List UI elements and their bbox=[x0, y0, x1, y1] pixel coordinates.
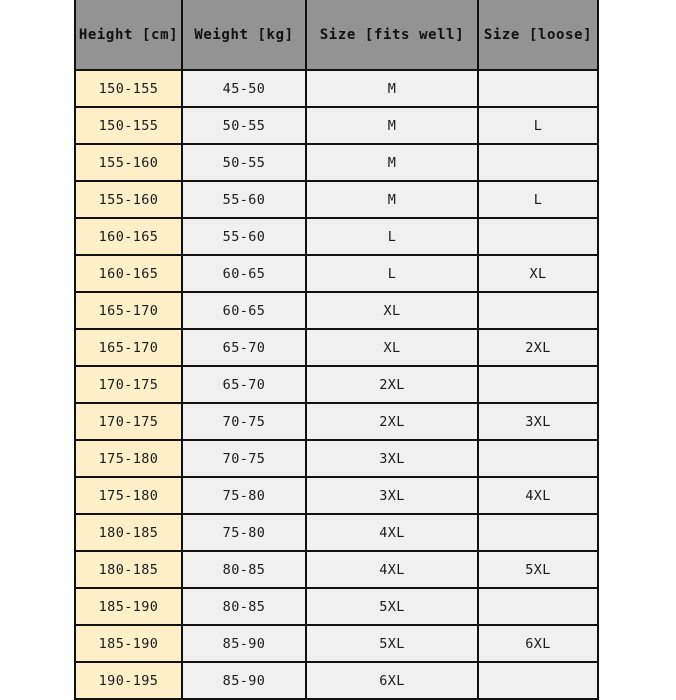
cell-loose: XL bbox=[478, 255, 598, 293]
cell-weight: 75-80 bbox=[182, 514, 307, 552]
cell-fits_well: XL bbox=[306, 329, 479, 367]
cell-height: 175-180 bbox=[75, 440, 183, 478]
column-header-loose: Size [loose] bbox=[478, 0, 598, 71]
cell-loose bbox=[478, 292, 598, 330]
header-row: Height [cm] Weight [kg] Size [fits well]… bbox=[75, 0, 598, 71]
table-row: 155-160 50-55 M bbox=[75, 144, 598, 182]
column-header-weight: Weight [kg] bbox=[182, 0, 307, 71]
table-row: 160-165 55-60 L bbox=[75, 218, 598, 256]
cell-height: 190-195 bbox=[75, 662, 183, 700]
cell-fits_well: M bbox=[306, 107, 479, 145]
cell-weight: 80-85 bbox=[182, 588, 307, 626]
cell-weight: 50-55 bbox=[182, 107, 307, 145]
size-chart-container: Height [cm] Weight [kg] Size [fits well]… bbox=[74, 0, 599, 700]
cell-fits_well: 3XL bbox=[306, 440, 479, 478]
table-row: 180-185 80-85 4XL 5XL bbox=[75, 551, 598, 589]
table-row: 165-170 60-65 XL bbox=[75, 292, 598, 330]
size-chart-table: Height [cm] Weight [kg] Size [fits well]… bbox=[74, 0, 599, 700]
cell-height: 185-190 bbox=[75, 588, 183, 626]
cell-fits_well: L bbox=[306, 255, 479, 293]
cell-fits_well: 4XL bbox=[306, 551, 479, 589]
table-row: 150-155 50-55 M L bbox=[75, 107, 598, 145]
table-row: 170-175 65-70 2XL bbox=[75, 366, 598, 404]
column-header-fits-well: Size [fits well] bbox=[306, 0, 479, 71]
table-header: Height [cm] Weight [kg] Size [fits well]… bbox=[75, 0, 598, 71]
table-row: 150-155 45-50 M bbox=[75, 70, 598, 108]
cell-fits_well: 5XL bbox=[306, 625, 479, 663]
cell-weight: 50-55 bbox=[182, 144, 307, 182]
cell-weight: 70-75 bbox=[182, 403, 307, 441]
cell-height: 180-185 bbox=[75, 514, 183, 552]
cell-height: 175-180 bbox=[75, 477, 183, 515]
table-row: 180-185 75-80 4XL bbox=[75, 514, 598, 552]
cell-weight: 65-70 bbox=[182, 366, 307, 404]
cell-weight: 45-50 bbox=[182, 70, 307, 108]
cell-weight: 55-60 bbox=[182, 181, 307, 219]
cell-weight: 75-80 bbox=[182, 477, 307, 515]
cell-weight: 65-70 bbox=[182, 329, 307, 367]
cell-height: 160-165 bbox=[75, 218, 183, 256]
column-header-height: Height [cm] bbox=[75, 0, 183, 71]
cell-height: 170-175 bbox=[75, 403, 183, 441]
cell-loose bbox=[478, 588, 598, 626]
cell-fits_well: XL bbox=[306, 292, 479, 330]
cell-loose: 4XL bbox=[478, 477, 598, 515]
cell-fits_well: 6XL bbox=[306, 662, 479, 700]
cell-fits_well: 2XL bbox=[306, 366, 479, 404]
cell-height: 155-160 bbox=[75, 181, 183, 219]
cell-weight: 85-90 bbox=[182, 662, 307, 700]
cell-height: 185-190 bbox=[75, 625, 183, 663]
table-row: 170-175 70-75 2XL 3XL bbox=[75, 403, 598, 441]
table-row: 175-180 70-75 3XL bbox=[75, 440, 598, 478]
cell-loose bbox=[478, 366, 598, 404]
cell-loose bbox=[478, 440, 598, 478]
cell-fits_well: 3XL bbox=[306, 477, 479, 515]
cell-loose bbox=[478, 662, 598, 700]
cell-loose: L bbox=[478, 181, 598, 219]
table-row: 175-180 75-80 3XL 4XL bbox=[75, 477, 598, 515]
cell-loose bbox=[478, 144, 598, 182]
cell-height: 180-185 bbox=[75, 551, 183, 589]
cell-height: 160-165 bbox=[75, 255, 183, 293]
cell-weight: 55-60 bbox=[182, 218, 307, 256]
cell-fits_well: 2XL bbox=[306, 403, 479, 441]
cell-height: 170-175 bbox=[75, 366, 183, 404]
table-row: 160-165 60-65 L XL bbox=[75, 255, 598, 293]
table-row: 185-190 85-90 5XL 6XL bbox=[75, 625, 598, 663]
table-row: 165-170 65-70 XL 2XL bbox=[75, 329, 598, 367]
cell-height: 150-155 bbox=[75, 107, 183, 145]
cell-weight: 80-85 bbox=[182, 551, 307, 589]
cell-loose: 6XL bbox=[478, 625, 598, 663]
cell-loose: L bbox=[478, 107, 598, 145]
table-row: 155-160 55-60 M L bbox=[75, 181, 598, 219]
cell-height: 165-170 bbox=[75, 329, 183, 367]
cell-loose bbox=[478, 70, 598, 108]
cell-height: 165-170 bbox=[75, 292, 183, 330]
cell-loose bbox=[478, 218, 598, 256]
cell-weight: 60-65 bbox=[182, 292, 307, 330]
cell-fits_well: 4XL bbox=[306, 514, 479, 552]
cell-fits_well: M bbox=[306, 181, 479, 219]
cell-loose: 2XL bbox=[478, 329, 598, 367]
cell-fits_well: 5XL bbox=[306, 588, 479, 626]
table-row: 190-195 85-90 6XL bbox=[75, 662, 598, 700]
cell-loose bbox=[478, 514, 598, 552]
cell-loose: 3XL bbox=[478, 403, 598, 441]
cell-height: 150-155 bbox=[75, 70, 183, 108]
cell-weight: 60-65 bbox=[182, 255, 307, 293]
cell-fits_well: M bbox=[306, 70, 479, 108]
table-body: 150-155 45-50 M 150-155 50-55 M L 155-160 50-55 M… bbox=[75, 70, 598, 700]
table-row: 185-190 80-85 5XL bbox=[75, 588, 598, 626]
cell-weight: 70-75 bbox=[182, 440, 307, 478]
cell-fits_well: L bbox=[306, 218, 479, 256]
cell-loose: 5XL bbox=[478, 551, 598, 589]
cell-weight: 85-90 bbox=[182, 625, 307, 663]
cell-fits_well: M bbox=[306, 144, 479, 182]
cell-height: 155-160 bbox=[75, 144, 183, 182]
